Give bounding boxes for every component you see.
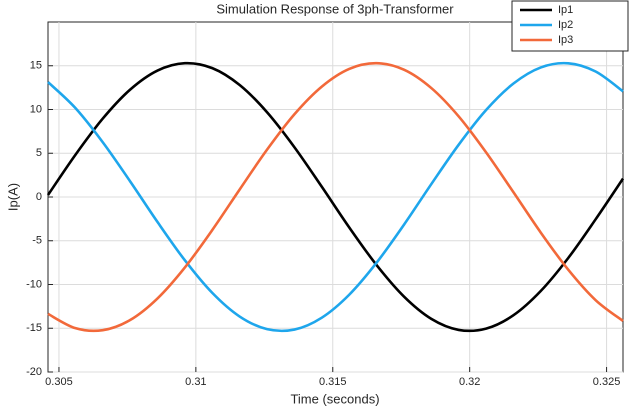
x-tick-label: 0.31 bbox=[185, 376, 206, 388]
x-tick-label: 0.32 bbox=[459, 376, 480, 388]
y-tick-label: 5 bbox=[36, 147, 42, 159]
series-line bbox=[46, 61, 625, 333]
chart-title: Simulation Response of 3ph-Transformer bbox=[216, 1, 454, 16]
y-tick-label: 10 bbox=[30, 103, 42, 115]
y-tick-label: 0 bbox=[36, 191, 42, 203]
series-line bbox=[47, 61, 624, 333]
x-tick-label: 0.305 bbox=[45, 376, 73, 388]
y-tick-label: -15 bbox=[26, 322, 42, 334]
legend-label: Ip1 bbox=[558, 4, 573, 16]
x-tick-label: 0.325 bbox=[593, 376, 621, 388]
y-tick-label: -5 bbox=[32, 235, 42, 247]
y-axis-label: Ip(A) bbox=[5, 183, 20, 211]
y-tick-label: -10 bbox=[26, 278, 42, 290]
legend-label: Ip2 bbox=[558, 19, 573, 31]
y-tick-label: -20 bbox=[26, 366, 42, 378]
x-tick-label: 0.315 bbox=[319, 376, 347, 388]
legend-label: Ip3 bbox=[558, 34, 573, 46]
series-line bbox=[47, 61, 624, 333]
x-axis-label: Time (seconds) bbox=[290, 391, 379, 406]
y-tick-label: 15 bbox=[30, 60, 42, 72]
